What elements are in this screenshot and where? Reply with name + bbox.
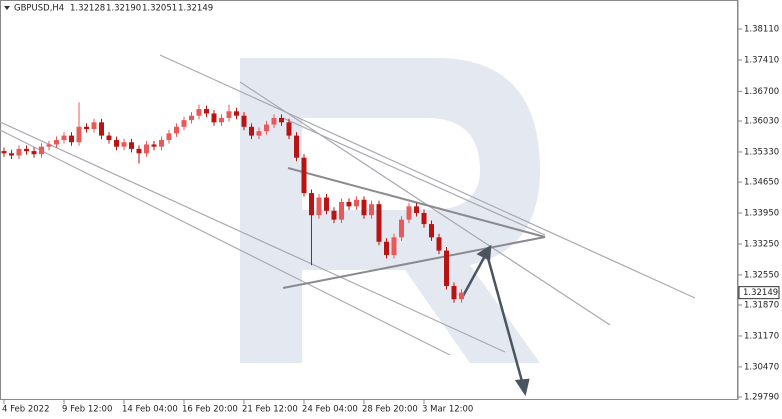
candle-body <box>196 109 202 116</box>
candle-body <box>451 285 457 300</box>
candle-body <box>316 197 322 216</box>
candle-body <box>384 241 389 256</box>
candle-body <box>99 122 104 136</box>
y-tick-label: 1.30470 <box>744 362 779 372</box>
candle-body <box>301 157 307 194</box>
candle-body <box>406 206 412 220</box>
candle-body <box>414 206 419 214</box>
candle-body <box>16 148 22 156</box>
candle-body <box>211 113 217 123</box>
candle-body <box>91 122 97 129</box>
candle-body <box>204 109 209 114</box>
candle-body <box>31 151 37 155</box>
x-tick-label: 16 Feb 20:00 <box>182 405 238 415</box>
candle-body <box>331 210 337 220</box>
candle-body <box>354 199 359 207</box>
trend-lines <box>0 54 696 356</box>
y-tick-label: 1.35330 <box>744 147 779 157</box>
candle-body <box>114 140 119 147</box>
x-tick-label: 4 Feb 2022 <box>2 405 50 415</box>
candle-body <box>339 201 344 220</box>
candle-body <box>189 115 194 121</box>
x-tick-label: 21 Feb 12:00 <box>242 405 298 415</box>
y-tick-label: 1.37410 <box>744 55 779 65</box>
x-tick-label: 24 Feb 04:00 <box>302 405 358 415</box>
candle-body <box>181 120 187 127</box>
candle-body <box>39 146 44 155</box>
last-price-box <box>738 286 780 300</box>
candle-body <box>249 126 254 136</box>
symbol: GBPUSD,H4 <box>14 4 64 14</box>
y-tick-label: 1.29790 <box>744 392 779 402</box>
quote-high: 1.32190 <box>106 4 141 14</box>
candle-body <box>391 237 397 256</box>
y-tick-label: 1.36700 <box>744 87 779 97</box>
candle-body <box>234 111 239 116</box>
candle-body <box>9 153 14 156</box>
x-tick-label: 28 Feb 20:00 <box>362 405 418 415</box>
quote-close: 1.32149 <box>178 4 213 14</box>
candle-body <box>121 142 127 147</box>
y-tick-label: 1.32550 <box>744 270 779 280</box>
y-tick-label: 1.31870 <box>744 300 779 310</box>
y-tick-label: 1.36030 <box>744 117 779 127</box>
candle-body <box>421 213 427 225</box>
watermark <box>240 58 540 363</box>
candle-body <box>46 144 52 147</box>
candle-body <box>346 201 352 207</box>
candle-body <box>459 292 464 300</box>
candle-body <box>286 122 292 136</box>
x-tick-label: 3 Mar 12:00 <box>422 405 473 415</box>
candle-body <box>166 133 172 141</box>
candle-body <box>54 140 59 145</box>
candle-body <box>369 204 374 216</box>
y-tick-label: 1.38110 <box>744 25 779 35</box>
candle-body <box>24 148 29 152</box>
candle-body <box>241 115 247 127</box>
candle-body <box>129 142 134 149</box>
candle-body <box>279 117 284 123</box>
candle-body <box>376 204 382 242</box>
candle-body <box>444 250 449 286</box>
candle-body <box>429 224 434 238</box>
candle-body <box>219 117 224 123</box>
candle-body <box>69 135 74 143</box>
candle-body <box>264 124 269 132</box>
candle-body <box>144 144 149 154</box>
candle-body <box>159 140 164 147</box>
candle-body <box>399 219 404 238</box>
y-tick-label: 1.31170 <box>744 331 779 341</box>
candle-body <box>1 151 7 154</box>
candle-body <box>61 135 67 141</box>
x-tick-label: 9 Feb 12:00 <box>62 405 112 415</box>
candle-body <box>106 135 112 141</box>
candle-body <box>361 199 367 216</box>
candle-body <box>174 126 179 134</box>
candle-body <box>151 144 157 147</box>
candle-body <box>76 126 82 143</box>
candle-body <box>271 117 277 125</box>
y-tick-label: 1.33250 <box>744 239 779 249</box>
last-price-label: 1.32149 <box>743 288 778 298</box>
candle-body <box>436 237 442 251</box>
y-tick-label: 1.34650 <box>744 178 779 188</box>
candle-body <box>294 135 299 158</box>
candle-body <box>309 193 314 216</box>
candle-body <box>84 126 89 129</box>
candle-body <box>136 148 142 154</box>
y-tick-label: 1.33950 <box>744 209 779 219</box>
forecast-arrows <box>461 244 530 397</box>
candle-body <box>256 131 262 136</box>
quote-low: 1.32051 <box>142 4 177 14</box>
candle-body <box>324 197 329 211</box>
quote-open: 1.32128 <box>70 4 105 14</box>
x-tick-label: 14 Feb 04:00 <box>122 405 178 415</box>
candle-body <box>226 111 232 118</box>
menu-arrow[interactable] <box>4 6 10 10</box>
